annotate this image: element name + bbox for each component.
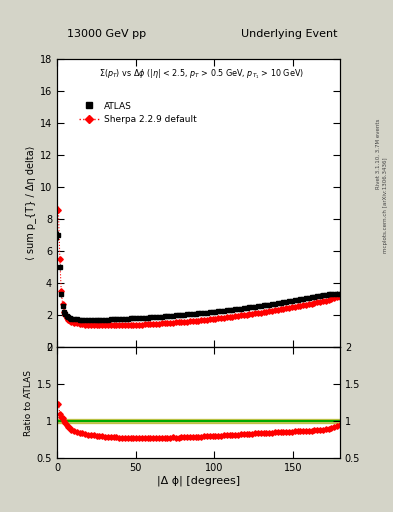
Y-axis label: Ratio to ATLAS: Ratio to ATLAS bbox=[24, 370, 33, 436]
Bar bbox=[57, 419, 340, 423]
Text: mcplots.cern.ch [arXiv:1306.3436]: mcplots.cern.ch [arXiv:1306.3436] bbox=[383, 157, 387, 252]
Y-axis label: ⟨ sum p_{T} / Δη delta⟩: ⟨ sum p_{T} / Δη delta⟩ bbox=[25, 146, 36, 260]
Text: Rivet 3.1.10, 3.7M events: Rivet 3.1.10, 3.7M events bbox=[376, 118, 380, 189]
Text: $\Sigma(p_T)$ vs $\Delta\phi$ ($|\eta|$ < 2.5, $p_T$ > 0.5 GeV, $p_{T_1}$ > 10 G: $\Sigma(p_T)$ vs $\Delta\phi$ ($|\eta|$ … bbox=[99, 68, 304, 81]
Text: 13000 GeV pp: 13000 GeV pp bbox=[67, 29, 146, 39]
Legend: ATLAS, Sherpa 2.2.9 default: ATLAS, Sherpa 2.2.9 default bbox=[75, 98, 200, 127]
Text: Underlying Event: Underlying Event bbox=[241, 29, 338, 39]
X-axis label: |Δ ϕ| [degrees]: |Δ ϕ| [degrees] bbox=[157, 476, 240, 486]
